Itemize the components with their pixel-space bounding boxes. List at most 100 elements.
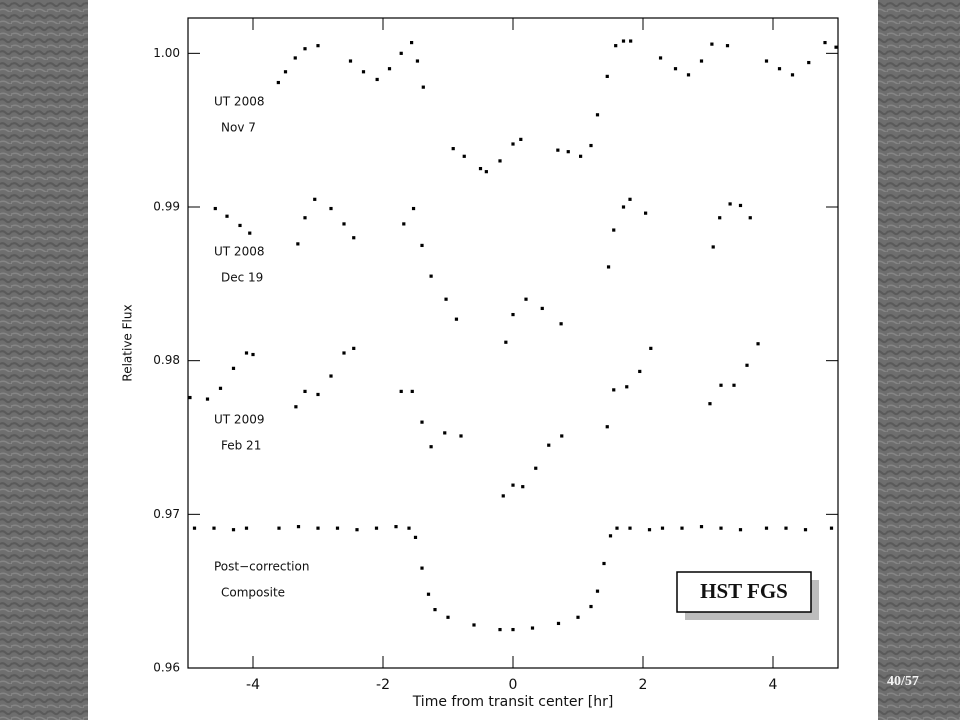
data-point	[451, 147, 455, 151]
curve-label: Composite	[221, 586, 285, 600]
data-point	[342, 351, 346, 355]
data-point	[296, 525, 301, 529]
data-point	[316, 44, 320, 48]
curve-label: Dec 19	[221, 271, 263, 285]
data-point	[420, 243, 424, 248]
data-point	[589, 604, 593, 609]
data-point	[387, 67, 392, 71]
data-point	[511, 312, 515, 317]
curve-label: UT 2009	[214, 413, 264, 427]
data-point	[625, 385, 629, 389]
data-point	[296, 242, 300, 246]
data-point	[534, 466, 538, 470]
data-point	[745, 363, 749, 367]
data-point	[433, 608, 437, 612]
data-point	[484, 170, 488, 174]
data-point	[566, 150, 570, 154]
data-point	[429, 274, 433, 278]
data-point	[524, 297, 528, 301]
y-tick-label: 0.97	[153, 507, 180, 521]
data-point	[738, 203, 743, 208]
data-point	[777, 67, 782, 71]
data-point	[188, 395, 192, 400]
data-point	[612, 228, 616, 232]
data-point	[738, 528, 743, 532]
data-point	[498, 159, 502, 163]
curve-label: Nov 7	[221, 121, 256, 135]
data-point	[294, 405, 298, 409]
data-point	[560, 434, 564, 438]
data-point	[638, 369, 642, 374]
data-point	[595, 589, 600, 593]
data-point	[244, 526, 249, 530]
x-tick-label: -2	[376, 677, 390, 693]
data-point	[829, 526, 834, 530]
data-point	[421, 85, 425, 89]
y-tick-label: 1.00	[153, 46, 180, 60]
data-point	[251, 352, 255, 357]
x-axis-label: Time from transit center [hr]	[412, 694, 614, 710]
data-point	[511, 483, 515, 487]
data-point	[225, 214, 229, 218]
data-point	[621, 205, 626, 209]
data-point	[504, 340, 508, 344]
data-point	[556, 621, 561, 626]
curve-label: UT 2008	[214, 245, 264, 259]
y-axis-label: Relative Flux	[121, 304, 135, 381]
data-point	[399, 51, 403, 55]
data-point	[628, 526, 632, 530]
data-point	[605, 74, 609, 78]
data-point	[293, 56, 297, 60]
data-point	[521, 485, 525, 489]
data-point	[614, 44, 618, 48]
x-tick-label: -4	[246, 677, 260, 693]
data-point	[719, 526, 723, 530]
data-point	[335, 526, 340, 530]
data-point	[699, 525, 704, 529]
data-point	[628, 197, 632, 201]
data-point	[680, 526, 684, 530]
data-point	[660, 526, 665, 530]
data-point	[708, 402, 712, 406]
data-point	[316, 392, 320, 397]
data-point	[576, 615, 580, 619]
data-point	[725, 44, 730, 48]
data-point	[283, 70, 288, 74]
data-point	[329, 206, 333, 211]
y-tick-label: 0.98	[153, 353, 180, 367]
data-point	[472, 623, 476, 627]
data-point	[478, 166, 483, 171]
y-tick-label: 0.96	[153, 661, 180, 675]
data-point	[764, 526, 769, 530]
plot: 0.96 0.97 0.98 0.99 1.00 -4 -2 0 2 4 UT 2008 Nov 7 U…	[153, 18, 838, 693]
data-point	[413, 535, 418, 539]
data-point	[803, 528, 808, 532]
data-point	[540, 306, 544, 311]
data-point	[530, 626, 535, 630]
data-point	[511, 627, 515, 632]
data-point	[355, 528, 359, 532]
data-point	[454, 317, 459, 321]
data-point	[710, 42, 714, 46]
data-point	[556, 148, 560, 152]
data-point	[699, 59, 704, 63]
data-point	[426, 592, 431, 596]
data-point	[238, 223, 242, 228]
data-point	[443, 431, 447, 435]
data-point	[608, 534, 613, 538]
data-point	[649, 346, 653, 350]
data-point	[519, 137, 523, 141]
data-point	[559, 322, 563, 326]
data-point	[589, 143, 593, 148]
data-point	[719, 383, 723, 387]
data-point	[718, 216, 722, 220]
badge-box	[676, 571, 812, 613]
data-point	[790, 73, 795, 77]
data-point	[834, 45, 838, 49]
curve-label: Post−correction	[214, 560, 309, 574]
data-point	[244, 351, 249, 355]
data-point	[410, 40, 414, 45]
data-point	[658, 56, 663, 60]
data-point	[756, 342, 760, 346]
